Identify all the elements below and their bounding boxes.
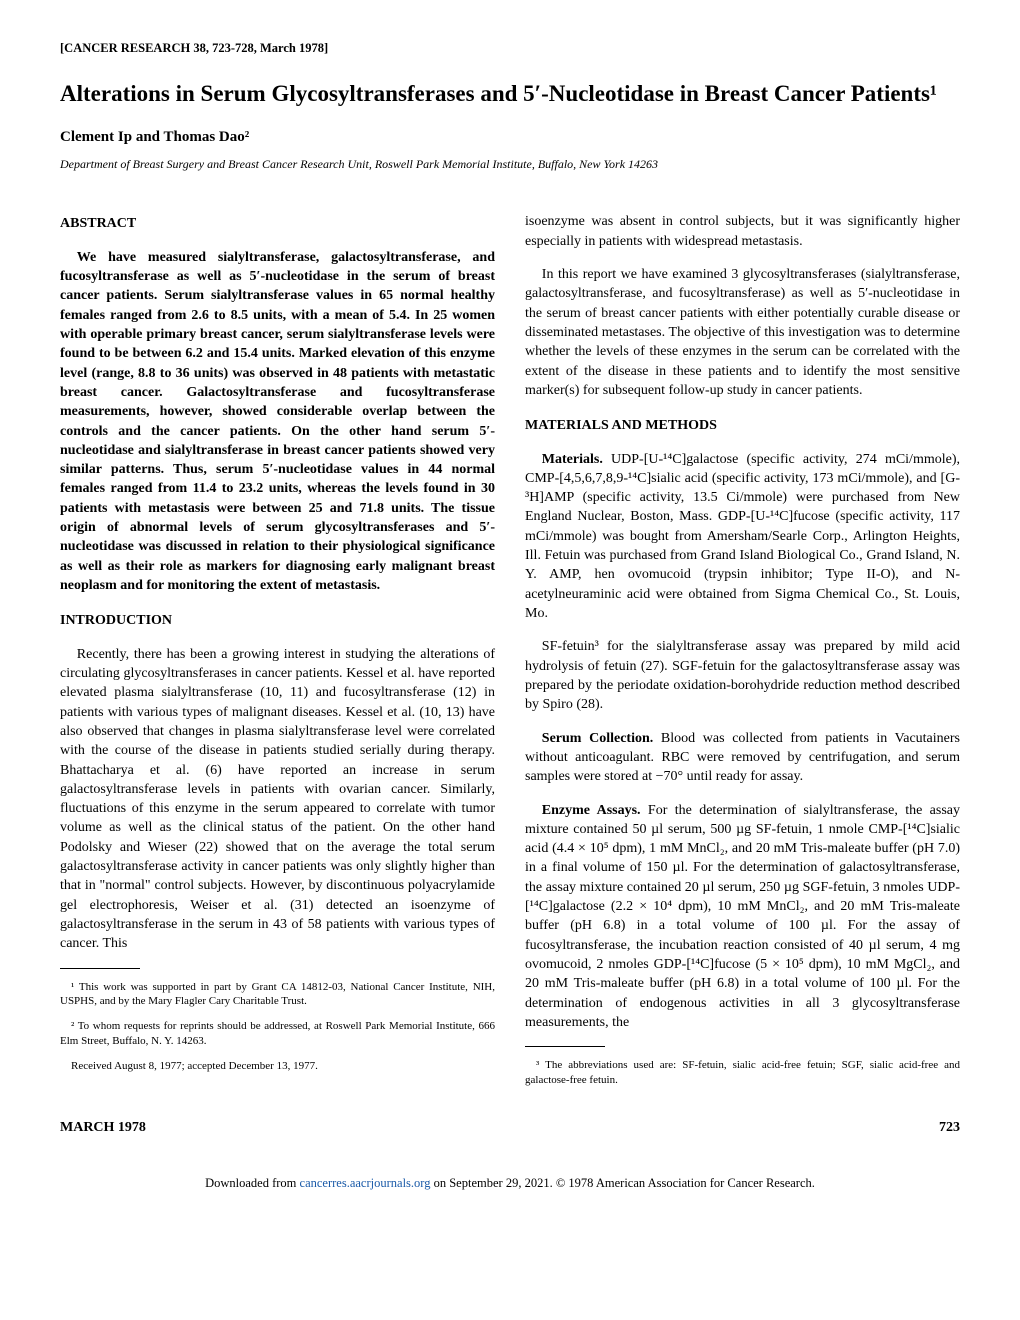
intro-continuation: isoenzyme was absent in control subjects… (525, 212, 960, 251)
download-suffix: on September 29, 2021. © 1978 American A… (430, 1176, 814, 1190)
footer-date: MARCH 1978 (60, 1118, 146, 1137)
abstract-text: We have measured sialyltransferase, gala… (60, 248, 495, 596)
download-prefix: Downloaded from (205, 1176, 299, 1190)
methods-paragraph-2: SF-fetuin³ for the sialyltransferase ass… (525, 637, 960, 714)
serum-label: Serum Collection. (542, 731, 653, 746)
methods-header: MATERIALS AND METHODS (525, 416, 960, 435)
materials-paragraph: Materials. UDP-[U-¹⁴C]galactose (specifi… (525, 450, 960, 624)
footnote-3: ³ The abbreviations used are: SF-fetuin,… (525, 1058, 960, 1087)
footnote-received: Received August 8, 1977; accepted Decemb… (60, 1059, 495, 1073)
page-footer: MARCH 1978 723 (60, 1118, 960, 1137)
introduction-header: INTRODUCTION (60, 611, 495, 630)
intro-paragraph-1: Recently, there has been a growing inter… (60, 645, 495, 954)
enzyme-label: Enzyme Assays. (542, 803, 641, 818)
footnote-2: ² To whom requests for reprints should b… (60, 1019, 495, 1048)
intro-paragraph-3: In this report we have examined 3 glycos… (525, 265, 960, 400)
materials-label: Materials. (542, 452, 603, 467)
footnote-1: ¹ This work was supported in part by Gra… (60, 980, 495, 1009)
enzyme-text: For the determination of sialyltransfera… (525, 803, 960, 1030)
right-column: isoenzyme was absent in control subjects… (525, 198, 960, 1097)
footnote-divider-right (525, 1046, 605, 1047)
serum-collection-paragraph: Serum Collection. Blood was collected fr… (525, 729, 960, 787)
affiliation: Department of Breast Surgery and Breast … (60, 156, 960, 173)
footnote-divider (60, 968, 140, 969)
left-column: ABSTRACT We have measured sialyltransfer… (60, 198, 495, 1097)
page-number: 723 (939, 1118, 960, 1137)
download-link[interactable]: cancerres.aacrjournals.org (300, 1176, 431, 1190)
journal-reference: [CANCER RESEARCH 38, 723-728, March 1978… (60, 40, 960, 57)
authors: Clement Ip and Thomas Dao² (60, 127, 960, 148)
abstract-header: ABSTRACT (60, 214, 495, 233)
article-title: Alterations in Serum Glycosyltransferase… (60, 79, 960, 109)
download-note: Downloaded from cancerres.aacrjournals.o… (60, 1175, 960, 1192)
two-column-layout: ABSTRACT We have measured sialyltransfer… (60, 198, 960, 1097)
enzyme-assays-paragraph: Enzyme Assays. For the determination of … (525, 801, 960, 1033)
materials-text: UDP-[U-¹⁴C]galactose (specific activity,… (525, 452, 960, 622)
